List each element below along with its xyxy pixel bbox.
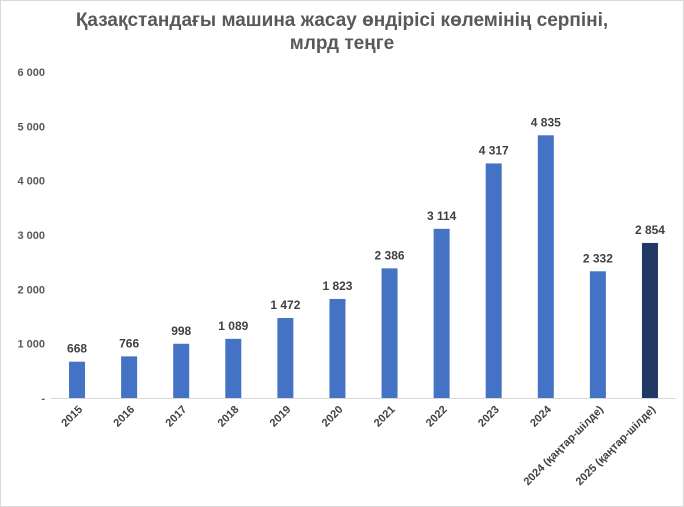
y-tick-label: 5 000 [17,121,45,133]
data-label: 668 [67,342,87,356]
x-tick-label: 2020 [320,404,346,430]
x-tick-label: 2017 [164,404,190,430]
bar-2024 [537,135,554,398]
x-tick-label: 2024 [528,403,554,429]
data-label: 998 [171,324,191,338]
y-tick-label: 3 000 [17,230,45,242]
bar-2023 [485,163,502,398]
x-tick-label: 2022 [424,404,450,430]
data-label: 1 089 [218,319,248,333]
data-label: 766 [119,336,139,350]
x-tick-label: 2021 [372,404,398,430]
y-tick-label: 6 000 [17,67,45,79]
chart-title-line-1: Қазақстандағы машина жасау өндірісі көле… [75,10,609,31]
data-label: 3 114 [427,209,457,223]
y-tick-label: 2 000 [17,284,45,296]
y-tick-label: 1 000 [17,339,45,351]
bar-2019 [277,318,294,398]
data-label: 1 472 [270,298,300,312]
bar-2021 [381,268,398,398]
bar-2025 [641,242,658,398]
data-label: 4 317 [479,143,509,157]
data-label: 2 386 [375,248,405,262]
x-tick-label: 2015 [59,404,85,430]
bar-2020 [329,298,346,398]
chart-title: Қазақстандағы машина жасау өндірісі көле… [1,9,683,55]
bar-2015 [69,361,86,398]
y-tick-label: - [41,393,45,405]
y-tick-label: 4 000 [17,176,45,188]
chart-title-line-2: млрд теңге [289,33,395,54]
data-label: 2 854 [635,223,665,237]
x-tick-label: 2023 [476,404,502,430]
bar-2017 [173,343,190,398]
data-label: 4 835 [531,115,561,129]
bar-2024 [589,271,606,398]
bar-2022 [433,228,450,398]
x-tick-label: 2016 [111,404,137,430]
bar-2018 [225,338,242,398]
x-tick-label: 2018 [216,404,242,430]
x-tick-label: 2019 [268,404,294,430]
bar-2016 [121,356,138,398]
data-label: 2 332 [583,251,613,265]
data-label: 1 823 [322,279,352,293]
